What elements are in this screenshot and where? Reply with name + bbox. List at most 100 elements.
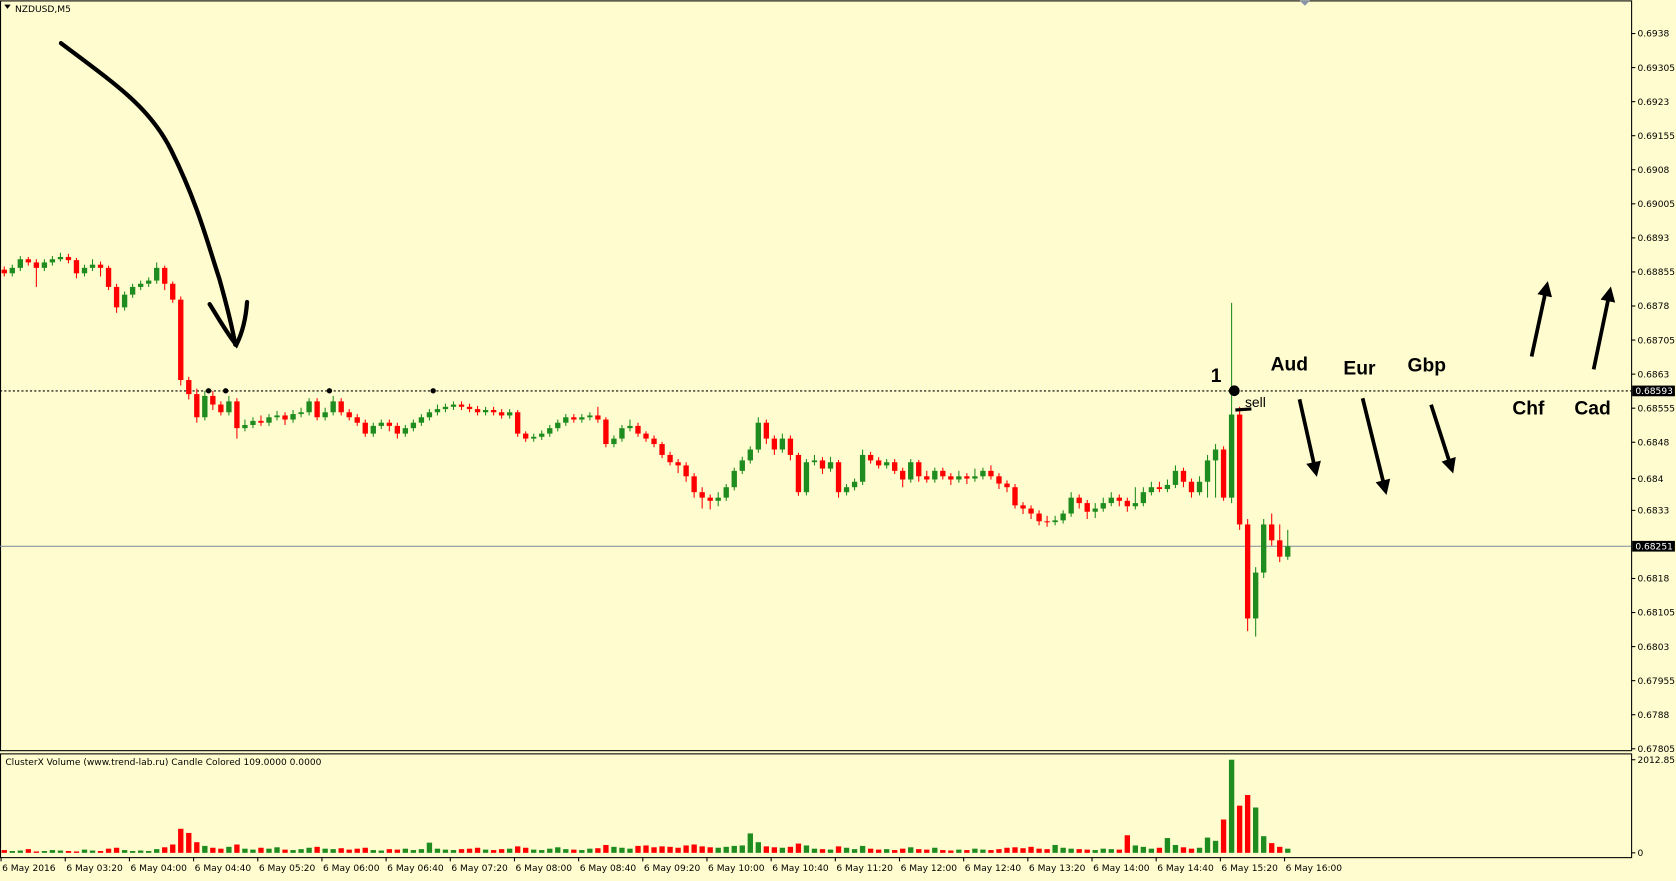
candle-body: [1180, 470, 1187, 482]
x-tick-label: 6 May 10:00: [708, 864, 765, 874]
volume-bar: [811, 848, 818, 853]
volume-bar: [1277, 846, 1283, 853]
y-tick-label: 0.69155: [1637, 132, 1675, 142]
x-tick-label: 6 May 14:40: [1157, 864, 1214, 874]
candle-body: [314, 401, 320, 418]
chart-title: NZDUSD,M5: [15, 5, 71, 15]
indicator-title: ClusterX Volume (www.trend-lab.ru) Candl…: [5, 758, 321, 768]
candle-body: [218, 404, 224, 413]
volume-bar: [1188, 848, 1195, 853]
candle-body: [145, 280, 152, 284]
candle-body: [867, 454, 874, 461]
candle-body: [859, 454, 866, 482]
candle-body: [194, 394, 200, 418]
volume-bar: [186, 832, 192, 853]
volume-bar: [643, 845, 649, 853]
arrow: [1360, 397, 1391, 495]
annotation: 1: [1211, 366, 1222, 387]
volume-bar: [49, 850, 56, 853]
candle-body: [105, 267, 112, 287]
volume-bar: [482, 849, 489, 853]
candle-body: [178, 299, 184, 381]
y-tick-label: 0.68555: [1637, 404, 1675, 414]
volume-bar: [426, 842, 433, 853]
candle-body: [370, 425, 376, 434]
volume-bar: [442, 849, 449, 853]
candle-body: [89, 264, 96, 268]
y-tick-label: 0: [1637, 849, 1643, 859]
volume-bar: [579, 850, 585, 853]
candle-body: [386, 422, 392, 426]
volume-bar: [940, 850, 946, 853]
volume-bar: [531, 849, 537, 853]
candle-body: [699, 492, 705, 498]
candle-body: [1164, 484, 1171, 490]
candle-body: [1212, 449, 1219, 461]
volume-bar: [651, 847, 657, 853]
candle-body: [1244, 524, 1251, 619]
level-label: 0.68593: [1635, 387, 1673, 397]
candle-body: [819, 460, 826, 469]
candle-body: [442, 406, 449, 410]
volume-bar: [490, 850, 497, 853]
candle-body: [129, 286, 136, 295]
candle-body: [835, 462, 842, 493]
y-tick-label: 0.6938: [1637, 30, 1669, 40]
volume-bar: [883, 849, 890, 853]
volume-bar: [154, 849, 160, 853]
candle-body: [298, 412, 304, 415]
volume-bar: [1164, 838, 1171, 853]
candle-body: [482, 409, 489, 413]
direction-arrows: [1297, 281, 1616, 495]
candle-body: [900, 470, 906, 480]
volume-bar: [964, 850, 970, 853]
x-tick-label: 6 May 06:40: [387, 864, 444, 874]
volume-bar: [1004, 847, 1010, 853]
candle-body: [1092, 508, 1098, 512]
volume-bar: [226, 846, 232, 853]
volume-bar: [1020, 848, 1026, 853]
candle-body: [113, 286, 120, 308]
volume-bar: [1052, 844, 1058, 853]
candle-body: [827, 462, 834, 469]
candle-body: [97, 264, 104, 268]
candle-body: [9, 267, 15, 274]
hand-arrow: [58, 41, 238, 347]
volume-bar: [1220, 819, 1227, 853]
arrow: [1297, 398, 1321, 477]
y-tick-label: 0.6818: [1637, 575, 1669, 585]
candle-body: [739, 460, 745, 471]
candle-body: [723, 487, 729, 498]
volume-bar: [137, 850, 144, 853]
volume-bar: [763, 846, 770, 853]
candle-body: [330, 401, 336, 413]
volume-bar: [1156, 847, 1163, 853]
volume-bar: [113, 847, 120, 853]
candle-body: [595, 415, 601, 420]
candle-body: [362, 422, 368, 434]
volume-bar: [795, 843, 802, 853]
volume-bar: [611, 846, 617, 853]
volume-bar: [659, 846, 665, 853]
level-tag: [1632, 385, 1675, 397]
y-tick-label: 0.6833: [1637, 507, 1669, 517]
candle-body: [458, 404, 465, 407]
volume-bar: [1196, 847, 1203, 853]
volume-bar: [1076, 849, 1082, 853]
candle-body: [531, 436, 537, 439]
volume-bar: [1140, 846, 1147, 853]
volume-bar: [274, 847, 280, 853]
candle-body: [924, 476, 930, 480]
candle-body: [49, 259, 56, 263]
candle-body: [378, 422, 384, 426]
x-tick-label: 6 May 07:20: [451, 864, 508, 874]
candle-body: [779, 438, 786, 450]
volume-bar: [996, 849, 1002, 853]
entry-dot: [1228, 385, 1240, 397]
candle-body: [691, 476, 697, 493]
candle-body: [956, 476, 962, 480]
y-tick-label: 0.69005: [1637, 200, 1675, 210]
volume-bar: [932, 847, 938, 853]
volume-bar: [338, 848, 344, 853]
